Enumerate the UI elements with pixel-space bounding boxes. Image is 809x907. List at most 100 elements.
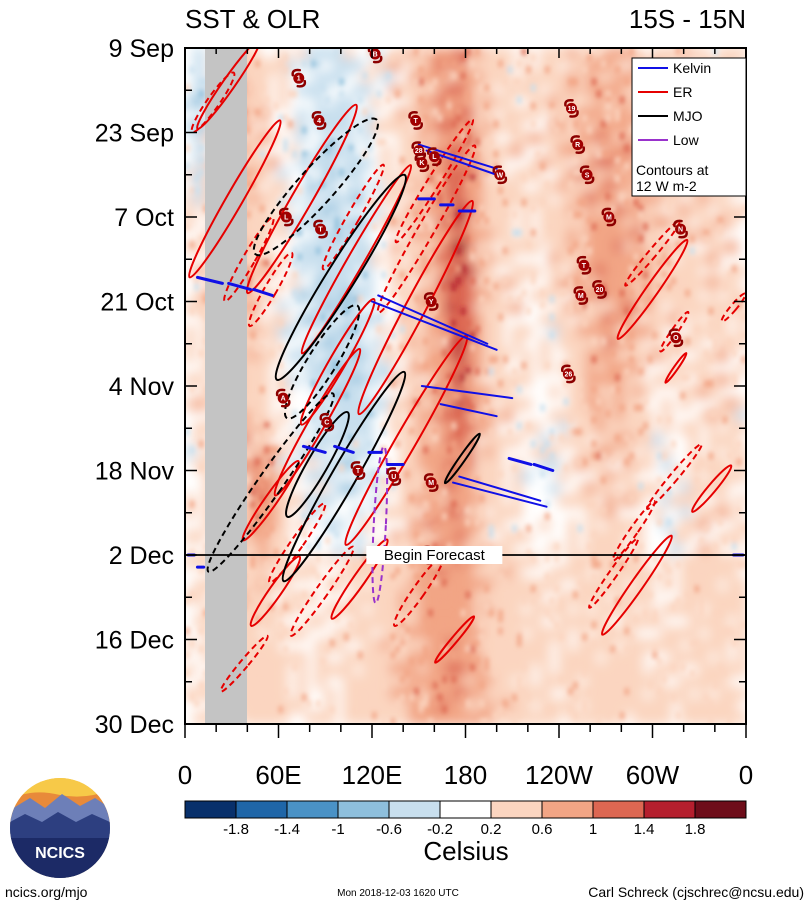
storm-arms <box>291 68 307 88</box>
heatmap-streak <box>577 379 583 388</box>
heatmap-streak <box>530 585 536 593</box>
heatmap-cell <box>688 276 701 291</box>
heatmap-cell <box>427 143 439 158</box>
heatmap-streak <box>442 349 447 358</box>
heatmap-cell <box>427 59 439 74</box>
heatmap-cell <box>632 686 645 701</box>
heatmap-streak <box>540 404 545 412</box>
heatmap-streak <box>255 458 260 466</box>
footer-timestamp: Mon 2018-12-03 1620 UTC <box>337 888 459 899</box>
heatmap-cell <box>492 228 504 243</box>
heatmap-cell <box>305 360 317 375</box>
heatmap-streak <box>269 458 274 466</box>
heatmap-streak <box>432 561 438 569</box>
heatmap-streak <box>601 150 606 158</box>
heatmap-streak <box>516 633 522 641</box>
heatmap-streak <box>306 440 312 448</box>
heatmap-streak <box>451 72 457 80</box>
heatmap-streak <box>292 229 298 237</box>
heatmap-cell <box>614 131 626 146</box>
heatmap-streak <box>516 229 522 237</box>
heatmap-cell <box>296 131 308 146</box>
heatmap-cell <box>455 590 467 605</box>
heatmap-cell <box>249 203 261 218</box>
heatmap-cell <box>249 566 261 581</box>
heatmap-streak <box>689 247 695 255</box>
heatmap-cell <box>473 107 486 122</box>
heatmap-streak <box>278 500 284 508</box>
heatmap-cell <box>436 83 448 98</box>
heatmap-cell <box>361 71 373 86</box>
heatmap-streak <box>245 126 251 134</box>
heatmap-cell <box>586 614 598 629</box>
heatmap-cell <box>380 360 392 375</box>
heatmap-streak <box>498 627 503 635</box>
heatmap-cell <box>576 107 589 122</box>
heatmap-cell <box>427 650 439 665</box>
heatmap-cell <box>249 312 261 327</box>
heatmap-streak <box>629 126 634 134</box>
heatmap-cell <box>305 59 317 74</box>
heatmap-streak <box>245 494 251 502</box>
heatmap-streak <box>727 627 732 635</box>
heatmap-streak <box>395 615 401 623</box>
heatmap-cell <box>501 554 514 569</box>
heatmap-cell <box>305 252 317 267</box>
heatmap-cell <box>726 300 738 315</box>
heatmap-streak <box>386 458 391 466</box>
heatmap-cell <box>455 626 467 641</box>
heatmap-cell <box>361 131 373 146</box>
heatmap-streak <box>661 277 667 285</box>
heatmap-cell <box>324 686 336 701</box>
storm-arms <box>423 292 439 311</box>
heatmap-streak <box>409 657 415 665</box>
heatmap-cell <box>483 710 495 724</box>
heatmap-cell <box>642 348 654 363</box>
heatmap-cell <box>352 590 364 605</box>
heatmap-cell <box>389 505 402 520</box>
heatmap-cell <box>333 481 345 496</box>
heatmap-streak <box>259 386 265 394</box>
heatmap-streak <box>400 271 405 279</box>
kelvin-contour <box>371 300 498 351</box>
heatmap-streak <box>549 434 555 442</box>
heatmap-streak <box>488 138 494 146</box>
heatmap-streak <box>306 542 312 551</box>
heatmap-cell <box>492 191 504 206</box>
heatmap-cell <box>380 167 392 182</box>
heatmap-cell <box>520 348 532 363</box>
heatmap-cell <box>604 469 617 484</box>
heatmap-cell <box>604 155 617 170</box>
heatmap-cell <box>417 397 430 412</box>
heatmap-streak <box>269 253 274 261</box>
heatmap-streak <box>661 452 667 460</box>
heatmap-cell <box>408 517 420 532</box>
heatmap-cell <box>707 590 719 605</box>
heatmap-cell <box>576 710 589 724</box>
heatmap-cell <box>445 59 458 74</box>
heatmap-streak <box>573 711 578 720</box>
heatmap-streak <box>470 60 475 68</box>
heatmap-streak <box>315 60 321 68</box>
heatmap-streak <box>610 204 616 213</box>
heatmap-streak <box>671 259 676 267</box>
heatmap-streak <box>498 609 503 617</box>
heatmap-streak <box>708 717 714 724</box>
heatmap-cell <box>324 155 336 170</box>
heatmap-streak <box>409 410 415 418</box>
heatmap-streak <box>259 343 265 351</box>
heatmap-cell <box>586 360 598 375</box>
heatmap-cell <box>445 602 458 617</box>
heatmap-cell <box>595 264 607 279</box>
heatmap-cell <box>380 119 392 134</box>
colorbar-tick-label: -0.6 <box>376 821 402 838</box>
heatmap-streak <box>633 404 639 412</box>
heatmap-cell <box>576 71 589 86</box>
heatmap-cell <box>716 614 729 629</box>
heatmap-streak <box>442 579 447 587</box>
heatmap-streak <box>194 186 200 195</box>
heatmap-cell <box>324 300 336 315</box>
heatmap-cell <box>483 614 495 629</box>
heatmap-cell <box>511 505 523 520</box>
heatmap-streak <box>638 482 644 490</box>
